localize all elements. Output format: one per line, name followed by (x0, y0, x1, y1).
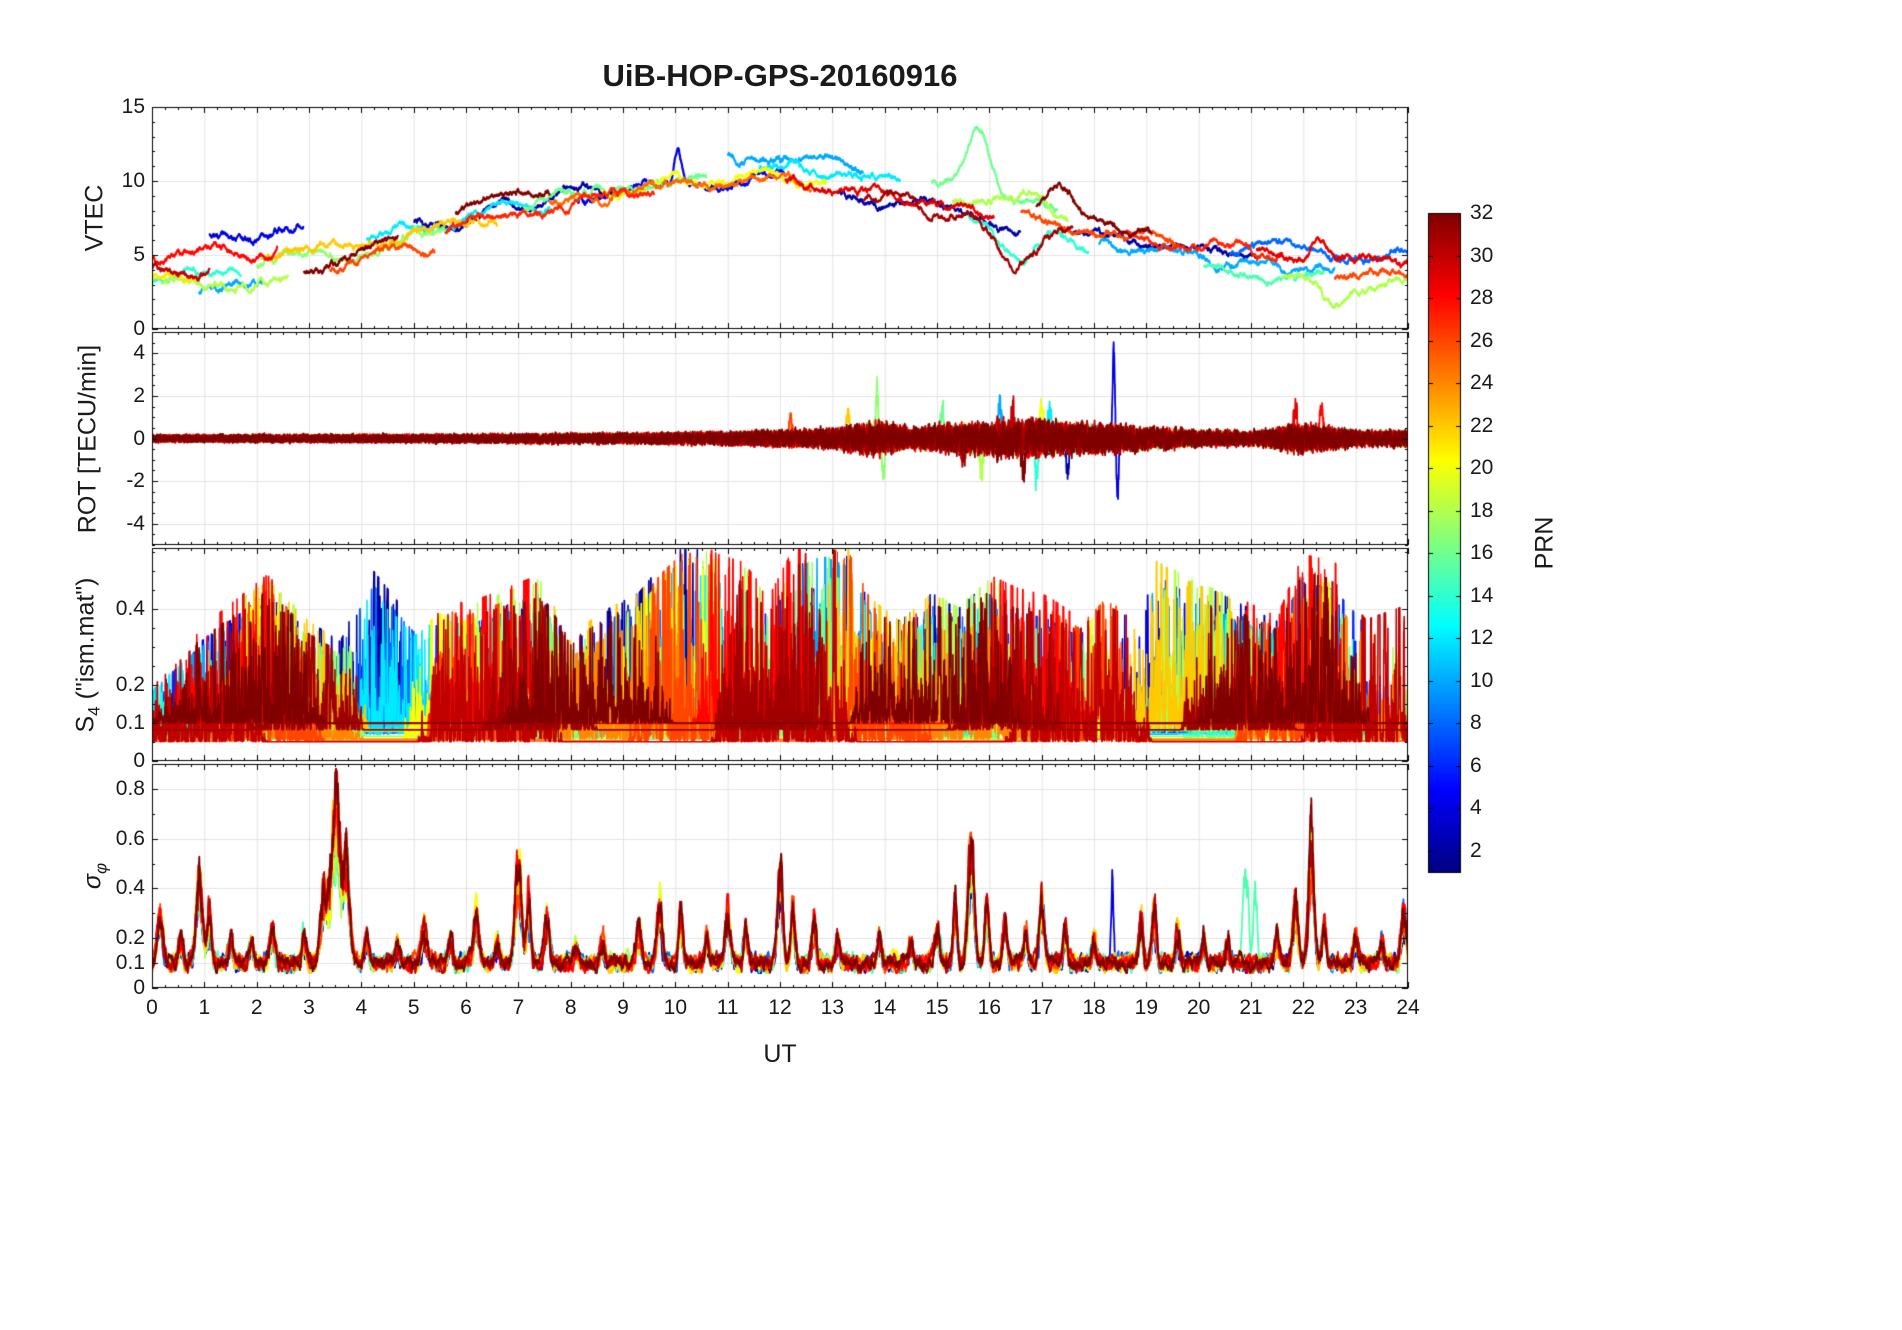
colorbar-tick-label: 16 (1470, 541, 1494, 565)
x-tick-label: 13 (820, 996, 844, 1019)
colorbar-tick-label: 30 (1470, 243, 1494, 267)
colorbar-tick-label: 12 (1470, 626, 1494, 650)
x-tick-label: 24 (1396, 996, 1420, 1019)
y-tick-label: 10 (121, 169, 145, 192)
x-tick-label: 18 (1082, 996, 1106, 1019)
y-tick-label: 0.1 (115, 951, 145, 975)
y-tick-label: 0 (133, 317, 145, 340)
y-tick-label: -2 (126, 469, 145, 493)
colorbar-tick-label: 22 (1470, 413, 1494, 437)
x-tick-label: 3 (303, 996, 315, 1019)
y-tick-label: 0 (133, 749, 145, 772)
y-tick-label: 0.2 (115, 926, 145, 950)
x-tick-label: 8 (564, 996, 577, 1019)
y-tick-label: 0 (133, 976, 145, 999)
x-tick-label: 6 (460, 996, 472, 1019)
x-tick-label: 23 (1343, 996, 1368, 1019)
x-tick-label: 19 (1134, 996, 1158, 1019)
x-tick-label: 22 (1291, 996, 1315, 1019)
colorbar-tick-label: 6 (1470, 753, 1482, 777)
x-tick-label: 10 (663, 996, 687, 1019)
x-tick-label: 17 (1029, 996, 1054, 1019)
colorbar-tick-label: 24 (1470, 371, 1494, 395)
colorbar-label-prn: PRN (1530, 516, 1559, 569)
y-tick-label: 2 (133, 383, 145, 407)
colorbar-tick-label: 28 (1470, 286, 1494, 310)
y-tick-label: 0.4 (115, 596, 145, 620)
xlabel-ut: UT (763, 1040, 797, 1068)
ylabel-vtec-text: VTEC (80, 184, 109, 252)
colorbar-tick-label: 20 (1470, 456, 1494, 480)
colorbar-tick-label: 8 (1470, 711, 1482, 735)
x-tick-label: 5 (407, 996, 420, 1019)
ylabel-vtec: VTEC (81, 185, 110, 252)
y-tick-label: -4 (126, 511, 145, 535)
x-tick-label: 20 (1186, 996, 1211, 1019)
colorbar-tick-label: 32 (1470, 201, 1494, 224)
colorbar-tick-label: 10 (1470, 668, 1494, 692)
ylabel-sigma-sub: φ (91, 862, 111, 875)
y-tick-label: 4 (133, 341, 145, 365)
colorbar-tick-label: 2 (1470, 838, 1482, 862)
colorbar-tick-label: 18 (1470, 498, 1494, 522)
x-tick-label: 21 (1239, 996, 1263, 1019)
x-tick-label: 15 (925, 996, 949, 1019)
y-tick-label: 0.8 (115, 776, 145, 800)
y-tick-label: 0 (133, 426, 145, 450)
x-tick-label: 4 (355, 996, 368, 1019)
y-tick-label: 0.6 (115, 826, 145, 850)
x-tick-label: 1 (198, 996, 211, 1019)
colorbar-tick-label: 4 (1470, 796, 1482, 820)
x-tick-label: 16 (977, 996, 1001, 1019)
x-tick-label: 14 (872, 996, 897, 1019)
colorbar-tick-label: 26 (1470, 328, 1494, 352)
y-tick-label: 5 (133, 243, 145, 266)
y-tick-label: 0.4 (115, 876, 145, 900)
x-tick-label: 2 (250, 996, 263, 1019)
y-tick-label: 15 (121, 95, 145, 118)
x-tick-label: 9 (617, 996, 629, 1019)
x-tick-label: 0 (146, 996, 158, 1019)
colorbar-tick-label: 14 (1470, 583, 1494, 607)
x-tick-label: 12 (768, 996, 792, 1019)
x-tick-label: 11 (716, 996, 739, 1019)
y-tick-label: 0.1 (115, 710, 145, 734)
y-tick-label: 0.2 (115, 672, 145, 696)
x-tick-label: 7 (512, 996, 525, 1019)
chart-title: UiB-HOP-GPS-20160916 (602, 58, 958, 93)
